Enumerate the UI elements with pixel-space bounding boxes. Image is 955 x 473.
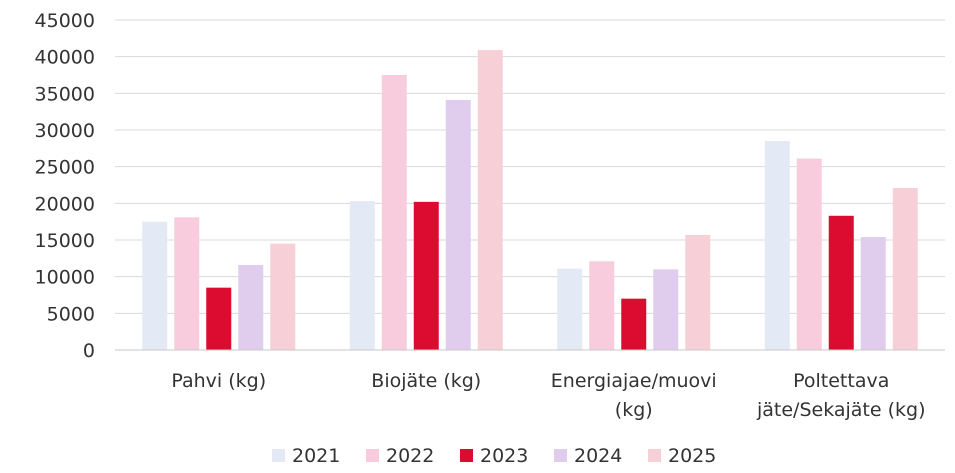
bar-2025 (477, 50, 503, 351)
x-axis: Pahvi (kg) Biojäte (kg) Energiajae/muovi (k… (171, 370, 925, 421)
bar-2024 (653, 269, 679, 350)
bar-2024 (445, 99, 471, 350)
bars (142, 50, 918, 351)
bar-2024 (238, 264, 264, 350)
y-tick-label: 10000 (35, 267, 95, 289)
legend-label-2021: 2021 (292, 445, 340, 467)
bar-2022 (796, 158, 822, 350)
legend: 2021 2022 2023 2024 2025 (272, 445, 716, 467)
bar-2023 (828, 215, 854, 350)
bar-2022 (381, 75, 407, 350)
legend-swatch-2025 (648, 449, 661, 462)
y-tick-label: 25000 (35, 157, 95, 179)
y-tick-label: 30000 (35, 120, 95, 142)
bar-2024 (860, 237, 886, 350)
x-category-label: Energiajae/muovi (551, 370, 717, 392)
legend-swatch-2022 (366, 449, 379, 462)
x-category-label: jäte/Sekajäte (kg) (756, 399, 926, 421)
y-tick-label: 5000 (47, 303, 95, 325)
legend-swatch-2023 (460, 449, 473, 462)
y-tick-label: 0 (83, 340, 95, 362)
x-category-label: Biojäte (kg) (371, 370, 481, 392)
bar-2021 (764, 141, 790, 350)
y-tick-label: 35000 (35, 83, 95, 105)
bar-2023 (413, 201, 439, 350)
legend-label-2023: 2023 (480, 445, 528, 467)
bar-2022 (589, 261, 615, 350)
bar-2021 (142, 221, 168, 350)
bar-2025 (892, 187, 918, 350)
legend-label-2024: 2024 (574, 445, 622, 467)
bar-2025 (685, 234, 711, 350)
y-tick-label: 45000 (35, 10, 95, 32)
x-category-label: (kg) (615, 399, 653, 421)
bar-2022 (174, 217, 200, 350)
bar-2021 (557, 268, 583, 350)
x-category-label: Pahvi (kg) (171, 370, 266, 392)
y-tick-label: 15000 (35, 230, 95, 252)
bar-2025 (270, 243, 296, 350)
x-category-label: Poltettava (793, 370, 889, 392)
bar-2023 (621, 298, 647, 350)
y-axis: 0 5000 10000 15000 20000 25000 30000 35000 40000… (35, 10, 95, 362)
legend-swatch-2024 (554, 449, 567, 462)
bar-2023 (206, 287, 232, 350)
legend-label-2022: 2022 (386, 445, 434, 467)
legend-label-2025: 2025 (668, 445, 716, 467)
legend-swatch-2021 (272, 449, 285, 462)
bar-2021 (349, 201, 375, 350)
y-tick-label: 20000 (35, 193, 95, 215)
y-tick-label: 40000 (35, 47, 95, 69)
